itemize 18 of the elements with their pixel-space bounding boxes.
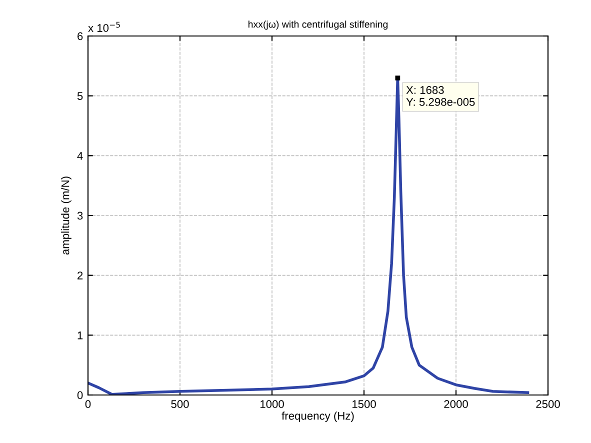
- y-tick-label: 5: [77, 92, 83, 100]
- x-tick-label: 500: [171, 400, 189, 408]
- text: x 10$^{−5}$: [88, 22, 120, 32]
- x-tick-label: 1500: [352, 400, 376, 408]
- y-tick-label: 1: [78, 332, 83, 340]
- y-tick-label: 2: [78, 272, 83, 280]
- x-tick-label: 0: [85, 400, 91, 408]
- x-axis-title: frequency (Hz): [282, 412, 354, 422]
- annotation: X: 1683 Y: 5.298e-005: [406, 86, 475, 106]
- y-axis-title: amplitude (m/N): [61, 176, 72, 255]
- x-tick-label: 2500: [536, 400, 560, 408]
- y-tick-label: 4: [77, 152, 83, 160]
- chart-title: hxx(jω) with centrifugal stiffening: [248, 20, 388, 30]
- y-tick-label: 0: [77, 391, 83, 400]
- x-tick-label: 2000: [444, 400, 468, 408]
- y-tick-label: 6: [78, 32, 83, 40]
- x-tick-label: 1000: [260, 400, 284, 408]
- y-tick-label: 3: [77, 212, 83, 220]
